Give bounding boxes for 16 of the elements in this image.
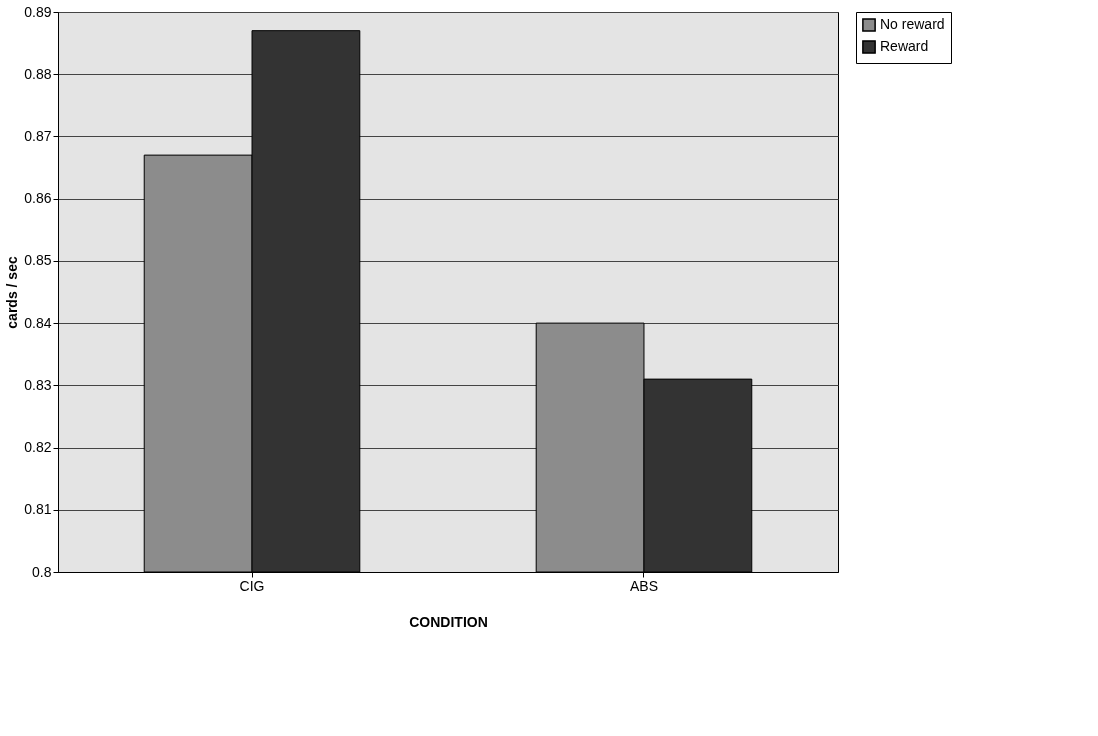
y-tick-label: 0.81 [24,501,52,518]
y-tick-label: 0.89 [24,3,52,20]
y-tick-label: 0.86 [24,190,52,207]
y-tick-label: 0.85 [24,252,52,269]
legend-label: No reward [880,16,945,32]
y-tick-label: 0.88 [24,65,52,82]
y-axis-title: cards / sec [4,256,21,329]
x-tick-label: CIG [239,577,265,594]
y-tick-label: 0.87 [24,127,52,144]
x-tick-label: ABS [629,577,658,594]
y-tick-label: 0.82 [24,439,52,456]
y-tick-label: 0.8 [32,563,52,580]
y-tick-label: 0.83 [24,376,52,393]
y-tick-label: 0.84 [24,314,52,331]
legend-label: Reward [880,38,929,54]
x-axis-title: CONDITION [409,613,488,630]
